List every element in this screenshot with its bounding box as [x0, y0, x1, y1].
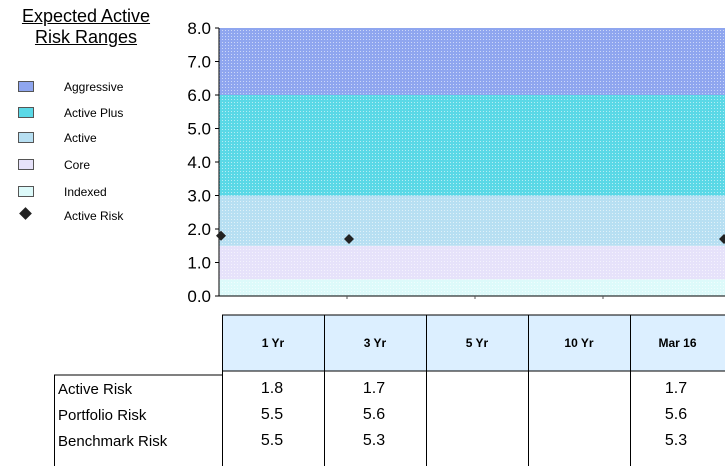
legend-label: Indexed — [64, 185, 107, 199]
band-texture — [219, 195, 725, 246]
active-swatch — [18, 132, 34, 143]
legend-label: Active Plus — [64, 106, 124, 120]
legend-label: Aggressive — [64, 80, 124, 94]
y-tick-label: 5.0 — [187, 120, 211, 139]
band-texture — [219, 95, 725, 196]
y-tick-label: 8.0 — [187, 19, 211, 38]
core-swatch — [18, 159, 34, 170]
y-tick-label: 4.0 — [187, 153, 211, 172]
y-tick-label: 0.0 — [187, 287, 211, 306]
legend-title-line1: Expected Active — [21, 6, 151, 26]
aggressive-swatch — [18, 81, 34, 92]
legend-label: Active Risk — [64, 209, 124, 223]
legend-label: Core — [64, 158, 91, 172]
band-texture — [219, 245, 725, 280]
table-header-bg — [222, 315, 725, 371]
legend-label: Active — [64, 131, 97, 145]
active-risk-point — [719, 234, 725, 245]
indexed-swatch — [18, 186, 34, 197]
y-tick-label: 1.0 — [187, 254, 211, 273]
y-tick-label: 7.0 — [187, 53, 211, 72]
active-risk-point — [344, 234, 354, 245]
y-tick-label: 2.0 — [187, 220, 211, 239]
band-texture — [219, 279, 725, 296]
y-tick-label: 6.0 — [187, 86, 211, 105]
active-plus-swatch — [18, 107, 34, 118]
legend-title: Expected Active Risk Ranges — [8, 6, 164, 48]
active-risk-point — [216, 230, 226, 241]
band-texture — [219, 28, 725, 95]
legend-title-line2: Risk Ranges — [34, 27, 138, 47]
y-tick-label: 3.0 — [187, 187, 211, 206]
